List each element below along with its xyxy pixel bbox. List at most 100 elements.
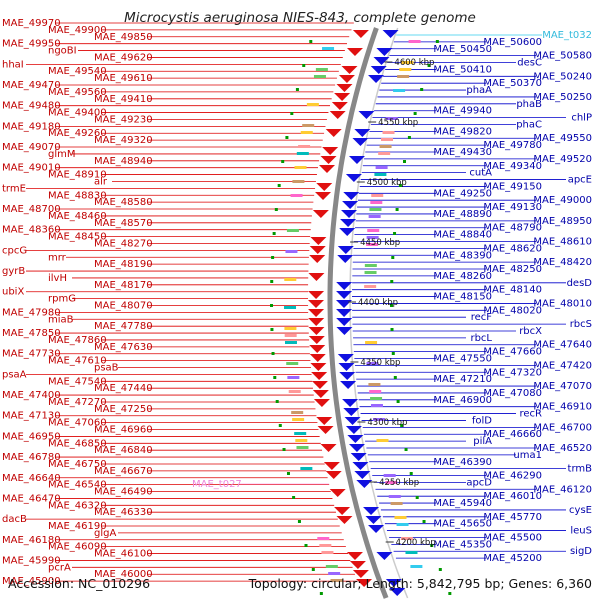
reverse-gene <box>368 75 385 83</box>
gene-label: MAE_50370 <box>483 78 542 89</box>
gene-label: MAE_47400 <box>2 390 61 401</box>
gene-label: MAE_47250 <box>94 404 153 415</box>
feature-block <box>284 334 297 337</box>
reverse-gene <box>336 327 353 335</box>
feature-block <box>401 61 414 64</box>
gene-label: hhaI <box>2 59 24 70</box>
gene-label: MAE_49250 <box>433 188 492 199</box>
gene-label: MAE_47130 <box>2 411 61 422</box>
forward-gene <box>325 129 342 137</box>
tick-label: 4300 kbp <box>367 418 407 428</box>
feature-block <box>368 383 381 386</box>
tick-label: 4400 kbp <box>358 298 398 308</box>
gc-marker <box>271 352 275 355</box>
forward-strand-genes <box>308 30 373 587</box>
gene-label: desD <box>567 278 593 289</box>
gc-marker <box>304 544 308 547</box>
feature-block <box>372 418 385 421</box>
accession-text: Accession: NC_010296 <box>8 576 150 591</box>
feature-block <box>284 341 297 344</box>
gene-label: MAE_50580 <box>533 51 592 62</box>
gene-label: MAE_45650 <box>433 519 492 530</box>
forward-gene <box>346 48 363 56</box>
gene-label: MAE_49260 <box>48 128 107 139</box>
feature-block <box>288 390 301 393</box>
reverse-gene <box>337 246 354 254</box>
feature-block <box>385 481 398 484</box>
gene-label: MAE_49900 <box>48 25 107 36</box>
gene-label: MAE_46670 <box>94 466 153 477</box>
gc-marker <box>420 88 424 91</box>
reverse-gene <box>356 480 373 488</box>
reverse-gene <box>337 255 354 263</box>
forward-gene <box>312 210 329 218</box>
reverse-gene <box>347 435 364 443</box>
reverse-gene <box>336 300 352 308</box>
gene-label: MAE_48190 <box>94 259 153 270</box>
gene-label: glgA <box>94 528 116 539</box>
forward-gene <box>356 579 373 587</box>
feature-block <box>393 89 406 92</box>
feature-block <box>410 565 423 568</box>
gene-label: MAE_47860 <box>48 335 107 346</box>
reverse-gene <box>358 111 375 119</box>
gene-label: MAE_46640 <box>2 473 61 484</box>
gc-marker <box>409 472 413 475</box>
gene-label: MAE_46900 <box>433 395 492 406</box>
feature-block <box>290 194 303 197</box>
gc-marker <box>270 280 274 283</box>
gene-label: MAE_45200 <box>483 553 542 564</box>
gene-label: MAE_47980 <box>2 307 61 318</box>
forward-gene <box>308 327 325 335</box>
forward-gene <box>309 354 326 362</box>
reverse-gene <box>338 363 355 371</box>
tick-label: 4200 kbp <box>396 538 436 548</box>
gene-label: MAE_46100 <box>94 549 153 560</box>
feature-block <box>371 194 384 197</box>
topology-text: Topology: circular; Length: 5,842,795 bp… <box>248 576 592 591</box>
gene-label: cpcG <box>2 245 27 256</box>
feature-block <box>369 208 382 211</box>
reverse-gene <box>376 48 393 56</box>
reverse-gene <box>339 372 356 380</box>
gene-label: mrr <box>48 252 67 263</box>
gene-label: MAE_50240 <box>533 71 592 82</box>
gene-label: MAE_46120 <box>533 484 592 495</box>
gc-marker <box>272 232 276 235</box>
gene-label: MAE_46750 <box>48 459 107 470</box>
feature-blocks <box>284 40 423 582</box>
gene-label: MAE_46540 <box>48 480 107 491</box>
gene-label: MAE_49470 <box>2 80 61 91</box>
reverse-gene <box>345 174 362 182</box>
forward-gene <box>331 102 348 110</box>
gene-label: MAE_45350 <box>433 539 492 550</box>
feature-block <box>300 467 313 470</box>
forward-gene <box>311 381 328 389</box>
gene-label: MAE_50450 <box>433 44 492 55</box>
gene-label: MAE_46180 <box>2 535 61 546</box>
gene-label: pilA <box>473 436 492 447</box>
forward-gene <box>316 417 333 425</box>
gc-marker <box>430 544 434 547</box>
reverse-gene <box>389 588 406 596</box>
feature-block <box>379 145 392 148</box>
gene-label: psaA <box>2 369 27 380</box>
gene-label: MAE_46910 <box>533 402 592 413</box>
feature-block <box>381 138 394 141</box>
feature-block <box>284 327 297 330</box>
feature-block <box>317 537 330 540</box>
trna-label: MAE_t027 <box>192 479 242 490</box>
gc-marker <box>438 568 442 571</box>
gc-marker <box>391 256 395 259</box>
gene-label: MAE_46330 <box>94 507 153 518</box>
gc-marker <box>274 208 278 211</box>
forward-gene <box>309 246 326 254</box>
reverse-strand-genes <box>336 30 406 596</box>
gene-label: uma1 <box>513 450 542 461</box>
feature-block <box>367 229 380 232</box>
gene-label: MAE_47550 <box>433 354 492 365</box>
gene-label: MAE_49150 <box>483 181 542 192</box>
gene-label: MAE_49950 <box>2 39 61 50</box>
feature-block <box>383 474 396 477</box>
